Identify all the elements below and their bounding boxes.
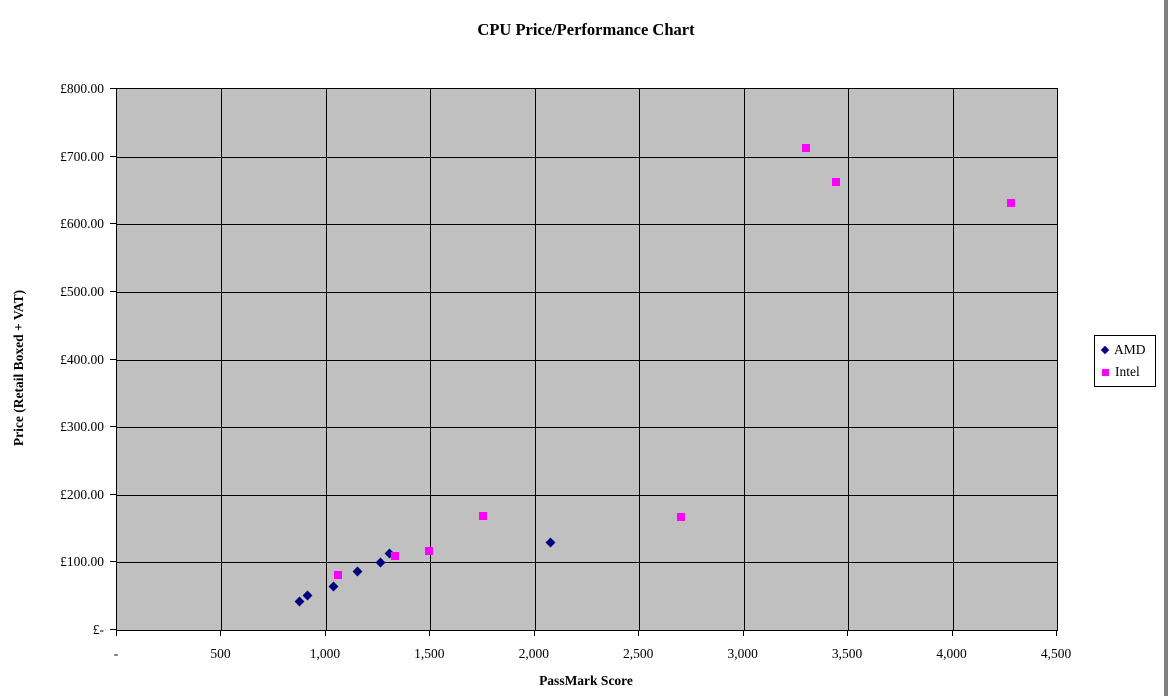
data-point-intel [478,512,487,521]
y-axis-tick [110,426,116,428]
x-gridline [325,89,327,630]
x-tick-label: 3,500 [831,646,863,661]
y-gridline [117,359,1057,361]
x-axis-tick [638,630,640,636]
x-tick-label: 500 [210,646,231,661]
data-point-amd [328,581,339,591]
x-tick-label: - [113,646,119,661]
window-edge-strip [1164,0,1168,696]
x-axis-tick [429,630,431,636]
data-point-intel [677,513,685,522]
x-gridline [534,89,536,630]
data-point-intel [334,570,343,579]
x-tick-label: 3,000 [727,646,758,661]
x-tick-label: 1,500 [414,646,445,661]
x-axis-tick [1056,630,1057,636]
x-gridline [952,89,954,630]
legend-label: Intel [1115,364,1140,379]
legend-label: AMD [1114,342,1146,357]
y-tick-label: £300.00 [60,419,104,435]
x-gridline [743,89,745,630]
data-point-intel [831,178,840,187]
data-point-intel [390,551,399,560]
data-point-amd [302,590,313,601]
data-point-intel [802,143,811,152]
x-axis-tick [951,630,953,636]
y-gridline [117,156,1057,158]
x-axis-title: PassMark Score [539,673,633,688]
y-tick-label: £800.00 [60,81,104,96]
x-tick-label: 2,000 [518,646,549,661]
y-axis-tick [110,290,116,292]
x-axis-tick [742,630,744,636]
x-axis-tick [324,630,326,636]
y-gridline [117,562,1057,564]
y-tick-label: £100.00 [60,554,104,570]
x-tick-label: 1,000 [309,646,341,661]
x-gridline [221,89,223,630]
y-axis-tick [110,358,116,360]
data-point-amd [545,537,556,548]
legend: AMD Intel [1094,335,1156,387]
y-tick-label: £600.00 [60,216,104,232]
y-gridline [117,427,1057,429]
plot-area [116,88,1058,631]
data-point-amd [294,596,305,607]
x-gridline [639,89,641,630]
y-tick-label: £- [92,622,104,637]
diamond-icon [1100,345,1110,355]
y-gridline [117,494,1057,496]
y-axis-tick [110,493,116,495]
y-tick-label: £400.00 [60,351,104,367]
data-point-amd [352,566,363,577]
square-icon [1102,368,1109,376]
x-gridline [430,89,432,630]
y-tick-label: £700.00 [60,148,104,164]
y-gridline [117,291,1057,293]
x-gridline [848,89,850,630]
y-axis-tick [110,155,116,157]
y-axis-tick [110,223,116,225]
chart-title: CPU Price/Performance Chart [477,20,695,39]
x-axis-tick [533,630,535,636]
x-tick-label: 4,000 [936,646,967,661]
y-gridline [117,224,1057,226]
data-point-intel [1007,198,1016,207]
x-axis-tick [116,630,117,636]
y-tick-label: £200.00 [60,486,104,502]
data-point-amd [375,557,386,568]
x-tick-label: 4,500 [1040,646,1072,661]
y-tick-label: £500.00 [60,283,104,299]
y-axis-tick [110,629,116,630]
y-axis-tick [110,561,116,563]
legend-entry-amd: AMD [1100,339,1146,361]
x-axis-tick [220,630,222,636]
y-axis-tick [110,88,116,89]
data-point-intel [425,546,434,555]
x-tick-label: 2,500 [623,646,654,661]
legend-entry-intel: Intel [1102,361,1146,383]
x-axis-tick [847,630,849,636]
